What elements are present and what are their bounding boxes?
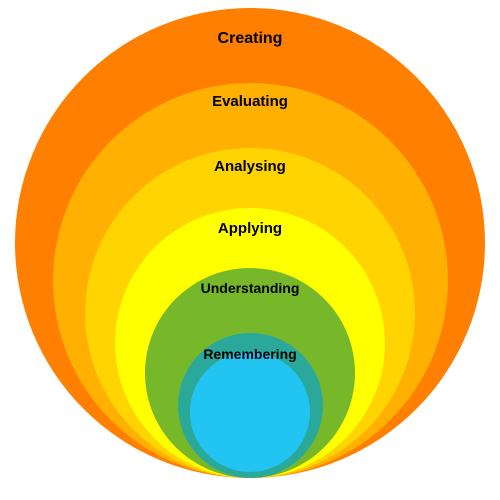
- label-evaluating: Evaluating: [212, 93, 288, 110]
- blooms-nested-circles: Creating Evaluating Analysing Applying U…: [0, 0, 500, 500]
- ring-remembering-inner: [190, 352, 310, 472]
- label-creating: Creating: [218, 30, 283, 48]
- label-analysing: Analysing: [214, 158, 286, 175]
- label-remembering: Remembering: [203, 346, 296, 362]
- label-applying: Applying: [218, 220, 282, 237]
- label-understanding: Understanding: [201, 280, 300, 296]
